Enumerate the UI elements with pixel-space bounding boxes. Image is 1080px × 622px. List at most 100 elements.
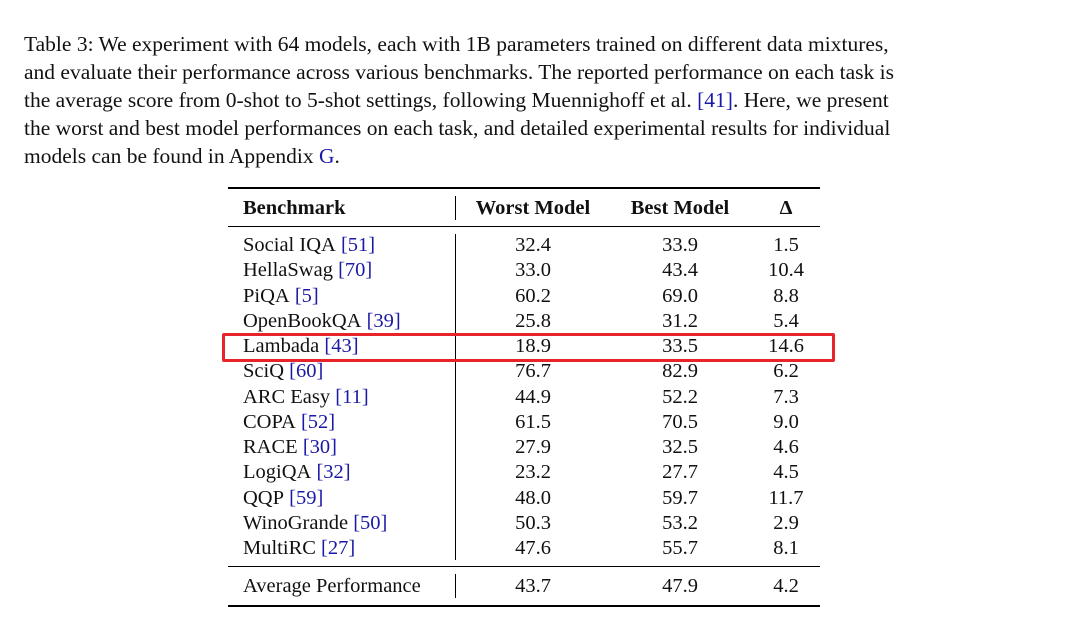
benchmark-name: ARC Easy [243,385,331,408]
value-cell: 18.9 [515,335,551,357]
benchmark-cell: Average Performance [243,575,421,597]
benchmark-name: Social IQA [243,234,336,256]
benchmark-name: MultiRC [243,537,316,559]
value-cell: 10.4 [768,259,804,282]
value-cell: 44.9 [515,385,551,408]
citation[interactable]: [11] [335,385,369,408]
value-cell: 43.7 [515,575,551,597]
header-cell: Worst Model [475,197,591,219]
value-cell: 43.4 [662,259,698,282]
caption-text: . Here, we present [732,88,889,112]
value-cell: 2.9 [773,511,799,534]
benchmark-name: COPA [243,410,296,433]
caption-text: and evaluate their performance across va… [24,60,894,84]
value-cell: 61.5 [515,410,551,433]
top-rule [228,187,820,189]
benchmark-cell: SciQ [60] [243,358,323,384]
value-cell: 82.9 [662,360,698,383]
value-cell: 27.9 [515,436,551,458]
benchmark-name: WinoGrande [243,511,349,534]
header-cell: Best Model [630,197,730,219]
benchmark-name: LogiQA [243,461,312,484]
header-rule [228,226,820,227]
benchmark-cell: Lambada [43] [243,333,359,359]
value-cell: 11.7 [768,486,804,509]
benchmark-cell: ARC Easy [11] [243,384,369,410]
benchmark-cell: COPA [52] [243,409,335,435]
value-cell: 76.7 [515,360,551,383]
caption-text: . [334,144,340,168]
value-cell: 9.0 [773,410,799,433]
value-cell: 23.2 [515,461,551,484]
benchmark-name: OpenBookQA [243,309,362,332]
value-cell: 52.2 [662,385,698,408]
value-cell: 33.9 [662,234,698,256]
value-cell: 48.0 [515,486,551,509]
benchmark-cell: RACE [30] [243,434,337,460]
benchmark-cell: QQP [59] [243,485,323,511]
citation[interactable]: [50] [353,511,388,534]
citation[interactable]: [51] [340,234,376,256]
citation[interactable]: [60] [289,360,324,383]
appendix-link[interactable]: G [318,144,335,168]
value-cell: 69.0 [662,284,698,307]
value-cell: 6.2 [773,360,799,383]
citation[interactable]: [5] [294,284,319,307]
caption-line: and evaluate their performance across va… [24,58,894,86]
caption-text: the worst and best model performances on… [24,116,891,140]
value-cell: 59.7 [662,486,698,509]
value-cell: 47.9 [662,575,698,597]
benchmark-name: QQP [243,486,285,509]
benchmark-name: SciQ [243,360,284,383]
benchmark-cell: LogiQA [32] [243,459,351,485]
value-cell: 14.6 [768,335,804,357]
citation[interactable]: [70] [338,259,373,282]
benchmark-cell: MultiRC [27] [243,535,355,561]
citation[interactable]: [39] [366,309,401,332]
value-cell: 32.4 [515,234,551,256]
benchmark-name: PiQA [243,284,290,307]
value-cell: 47.6 [515,537,551,559]
value-cell: 33.5 [662,335,698,357]
value-cell: 70.5 [662,410,698,433]
mid-rule [228,566,820,567]
caption-line: Table 3: We experiment with 64 models, e… [24,30,889,58]
highlight-box [222,333,835,362]
value-cell: 5.4 [773,309,799,332]
caption-line: the average score from 0-shot to 5-shot … [24,86,889,114]
citation[interactable]: [52] [300,410,336,433]
citation[interactable]: [32] [316,461,351,484]
column-separator [455,234,456,560]
citation[interactable]: [59] [289,486,324,509]
citation[interactable]: [41] [697,88,733,112]
value-cell: 8.1 [773,537,799,559]
citation[interactable]: [27] [321,537,356,559]
value-cell: 53.2 [662,511,698,534]
benchmark-cell: OpenBookQA [39] [243,308,401,334]
value-cell: 1.5 [773,234,799,256]
benchmark-name: HellaSwag [243,259,333,282]
value-cell: 8.8 [773,284,799,307]
benchmark-cell: WinoGrande [50] [243,510,387,536]
value-cell: 27.7 [662,461,698,484]
bottom-rule [228,605,820,607]
benchmark-cell: PiQA [5] [243,283,319,309]
value-cell: 60.2 [515,284,551,307]
value-cell: 32.5 [662,436,698,458]
caption-text: models can be found in Appendix [24,144,319,168]
benchmark-name: RACE [243,436,298,458]
caption-text: Table 3: We experiment with 64 models, e… [24,32,889,56]
value-cell: 55.7 [662,537,698,559]
column-separator [455,574,456,598]
value-cell: 25.8 [515,309,551,332]
citation[interactable]: [30] [302,436,337,458]
column-separator [455,196,456,220]
benchmark-name: Lambada [243,335,320,357]
value-cell: 7.3 [773,385,799,408]
caption-text: the average score from 0-shot to 5-shot … [24,88,698,112]
citation[interactable]: [43] [324,335,359,357]
caption-line: the worst and best model performances on… [24,114,890,142]
caption-line: models can be found in Appendix G. [24,142,340,170]
value-cell: 4.6 [773,436,799,458]
